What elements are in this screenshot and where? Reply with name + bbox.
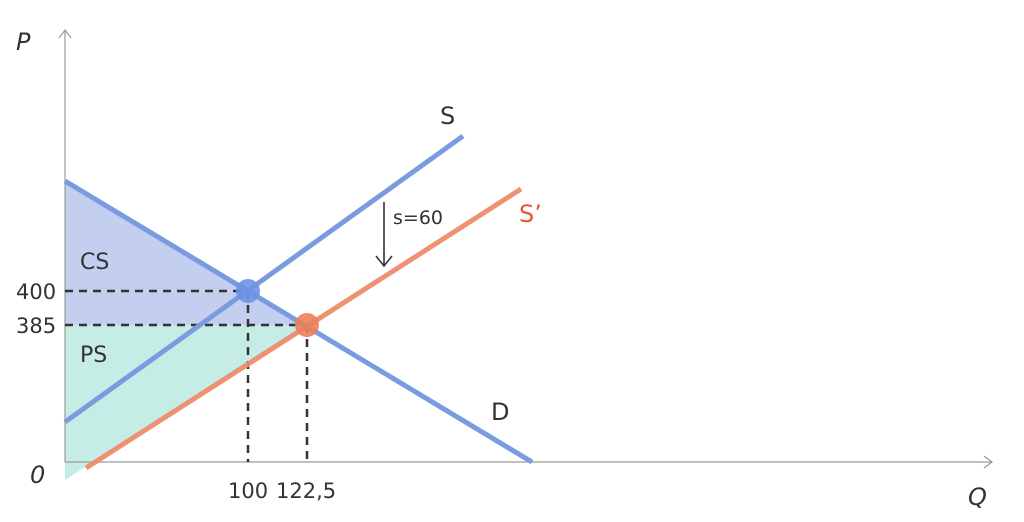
origin-label: 0	[30, 461, 45, 489]
x-axis-arrow	[983, 455, 993, 469]
supply-curve	[63, 133, 465, 425]
y-axis-arrow	[58, 29, 72, 39]
producer-surplus-label: PS	[80, 343, 107, 368]
supply-shifted-curve-label: S’	[519, 200, 542, 228]
y-tick-label-385: 385	[16, 314, 56, 338]
consumer-surplus-label: CS	[80, 250, 109, 275]
subsidy-annotation: s=60	[393, 207, 443, 229]
x-axis-title: Q	[968, 483, 987, 511]
y-axis-title: P	[16, 28, 31, 56]
equilibrium-point-subsidy	[295, 313, 319, 337]
demand-curve-label: D	[491, 398, 509, 426]
subsidy-shift-arrowhead	[375, 255, 393, 268]
x-tick-label-122-5: 122,5	[276, 479, 336, 503]
y-tick-label-400: 400	[16, 280, 56, 304]
equilibrium-point-original	[236, 279, 260, 303]
x-tick-label-100: 100	[228, 479, 268, 503]
supply-curve-label: S	[440, 102, 455, 130]
